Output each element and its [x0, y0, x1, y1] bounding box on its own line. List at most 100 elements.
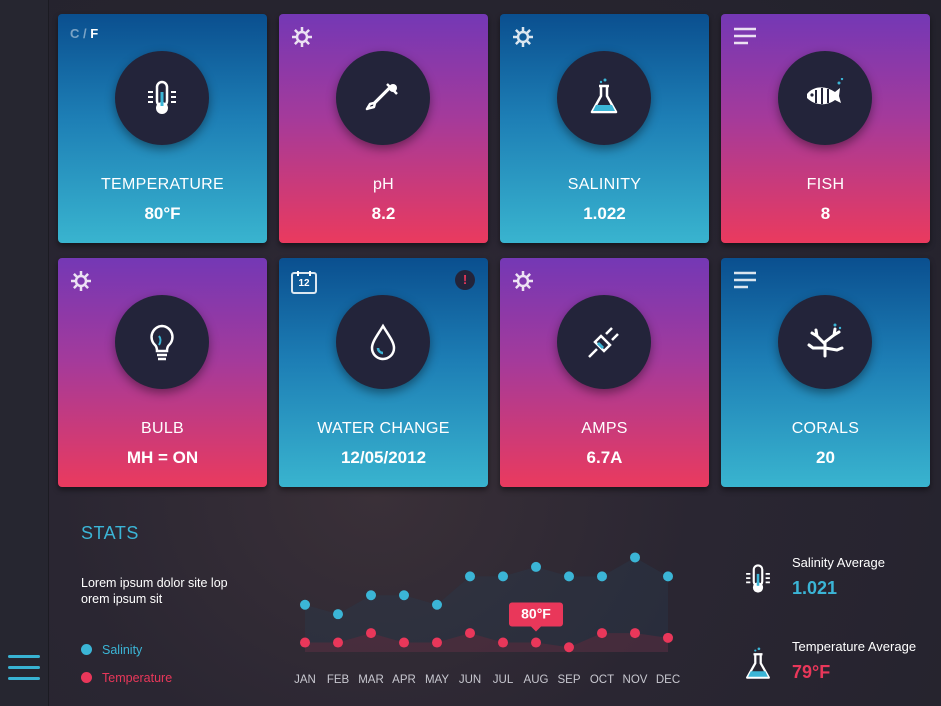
data-point [630, 628, 640, 639]
data-point [564, 571, 574, 582]
legend-temperature: Temperature [81, 671, 172, 685]
card-value: 8.2 [371, 204, 396, 223]
data-point [663, 632, 673, 643]
data-point [333, 637, 343, 648]
gear-icon[interactable] [291, 26, 313, 48]
card-value: 12/05/2012 [340, 448, 427, 467]
x-tick-label: FEB [327, 674, 350, 686]
data-point [465, 628, 475, 639]
list-menu-icon[interactable] [733, 26, 757, 46]
data-point [366, 628, 376, 639]
sidebar [0, 0, 49, 706]
stats-description: Lorem ipsum dolor site lop orem ipsum si… [81, 576, 228, 606]
legend-dot [81, 644, 92, 655]
data-point [498, 571, 508, 582]
card-label: CORALS [791, 420, 860, 437]
data-point [432, 599, 442, 610]
card-label: SALINITY [567, 176, 642, 193]
x-tick-label: JUL [493, 674, 514, 686]
card-label: TEMPERATURE [100, 176, 224, 193]
water-drop-icon [336, 295, 430, 389]
dropper-icon [336, 51, 430, 145]
data-point [597, 628, 607, 639]
x-tick-label: JUN [459, 674, 481, 686]
gear-icon[interactable] [512, 26, 534, 48]
card-value: 1.022 [583, 204, 626, 223]
thermometer-icon [115, 51, 209, 145]
series-area [305, 557, 668, 652]
legend-dot [81, 672, 92, 683]
temperature-average: Temperature Average 79°F [792, 639, 916, 683]
series-area [305, 633, 668, 652]
x-tick-label: SEP [557, 674, 580, 686]
card-value: MH = ON [126, 448, 199, 467]
data-point [432, 637, 442, 648]
salinity-average: Salinity Average 1.021 [792, 555, 885, 599]
flask-icon [746, 647, 770, 679]
gear-icon[interactable] [70, 270, 92, 292]
coral-icon [778, 295, 872, 389]
legend-label: Salinity [102, 643, 143, 657]
gear-icon[interactable] [512, 270, 534, 292]
ph-card[interactable]: pH 8.2 [279, 14, 488, 243]
x-tick-label: MAR [358, 674, 384, 686]
data-point [399, 637, 409, 648]
bulb-icon [115, 295, 209, 389]
salinity-card[interactable]: SALINITY 1.022 [500, 14, 709, 243]
data-point [531, 561, 541, 572]
x-tick-label: MAY [425, 674, 449, 686]
x-tick-label: AUG [524, 674, 549, 686]
fish-icon [778, 51, 872, 145]
thermometer-icon [746, 564, 770, 593]
data-point [531, 637, 541, 648]
legend-label: Temperature [102, 671, 173, 685]
data-point [597, 571, 607, 582]
card-label: BULB [141, 420, 184, 437]
card-value: 80°F [144, 204, 181, 223]
x-tick-label: APR [392, 674, 416, 686]
tooltip-bubble [509, 602, 563, 632]
data-point [663, 571, 673, 582]
corals-card[interactable]: CORALS 20 [721, 258, 930, 487]
data-point [498, 637, 508, 648]
temperature-average-value: 79°F [792, 662, 831, 682]
bulb-card[interactable]: BULB MH = ON [58, 258, 267, 487]
unit-toggle[interactable]: C / F [70, 26, 99, 41]
temperature-average-label: Temperature Average [792, 639, 917, 654]
data-point [630, 552, 640, 563]
x-tick-label: DEC [656, 674, 680, 686]
card-value: 6.7A [586, 448, 623, 467]
stats-title: STATS [81, 523, 139, 543]
data-point [300, 637, 310, 648]
x-tick-label: JAN [294, 674, 316, 686]
card-label: WATER CHANGE [317, 420, 450, 437]
data-point [465, 571, 475, 582]
salinity-average-label: Salinity Average [792, 555, 885, 570]
legend-salinity: Salinity [81, 643, 142, 657]
calendar-icon[interactable]: 12 [291, 270, 317, 294]
tooltip-label: 80°F [521, 606, 551, 622]
card-label: pH [372, 176, 395, 193]
temperature-card[interactable]: C / F TEMPERATURE 80°F [58, 14, 267, 243]
data-point [333, 609, 343, 620]
alert-badge[interactable]: ! [455, 270, 475, 290]
water-change-card[interactable]: 12 ! WATER CHANGE 12/05/2012 [279, 258, 488, 487]
x-tick-label: NOV [623, 674, 648, 686]
card-value: 8 [820, 204, 831, 223]
list-menu-icon[interactable] [733, 270, 757, 290]
flask-icon [557, 51, 651, 145]
stats-chart: JAN FEB MAR APR MAY JUN JUL AUG SEP OCT NOV DEC 80°F [294, 552, 680, 686]
hamburger-menu-icon[interactable] [8, 655, 40, 683]
card-label: FISH [806, 176, 845, 193]
x-tick-label: OCT [590, 674, 614, 686]
data-point [564, 642, 574, 653]
plug-icon [557, 295, 651, 389]
data-point [366, 590, 376, 601]
salinity-average-value: 1.021 [792, 578, 838, 598]
card-value: 20 [816, 448, 835, 467]
data-point [300, 599, 310, 610]
data-point [399, 590, 409, 601]
card-label: AMPS [581, 420, 628, 437]
amps-card[interactable]: AMPS 6.7A [500, 258, 709, 487]
fish-card[interactable]: FISH 8 [721, 14, 930, 243]
